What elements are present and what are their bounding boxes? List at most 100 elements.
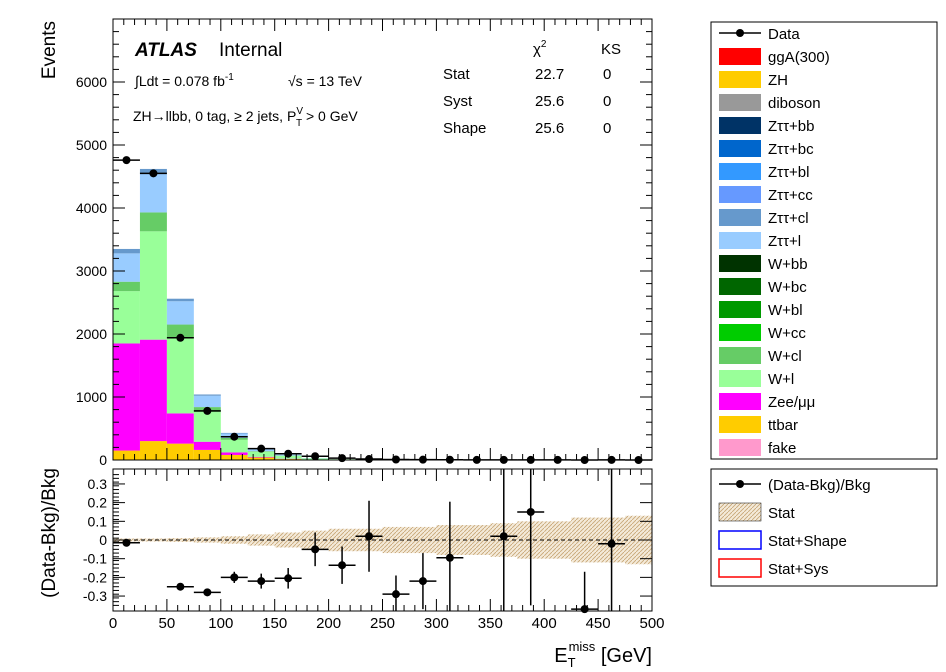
ratio-legend-label: Stat [768,505,796,522]
main-y-tick-label: 2000 [76,326,107,342]
legend-label: Zττ+cl [768,210,809,227]
bar-W+cl [139,212,167,232]
x-tick-label: 0 [109,615,117,632]
ratio-point [338,561,347,570]
stat-row-chi2: 22.7 [535,66,564,83]
main-y-tick-label: 4000 [76,200,107,216]
legend-swatch-W+l [719,370,761,387]
main-y-tick-label: 6000 [76,74,107,90]
ratio-y-axis: -0.3 -0.2 -0.1 0 0.1 0.2 0.3 [83,474,652,606]
bar-ttbar [113,450,140,460]
legend-label: fake [768,440,796,457]
legend-label: diboson [768,95,821,112]
syst-row-label: Syst [443,93,473,110]
main-legend: Data ggA(300) ZH diboson Zττ+bb Zττ+bc Zττ+bl Z… [710,21,938,460]
stats-table: χ2 KS Stat 22.7 0 Syst 25.6 0 Shape 25.6… [443,39,621,137]
sqrt-s-label: √s = 13 TeV [288,73,363,89]
ratio-legend-box-swatch [718,530,762,550]
legend-label: ttbar [768,417,798,434]
x-tick-label: 500 [639,615,664,632]
stacked-bars [113,168,410,460]
ratio-point [365,532,374,541]
legend-label: Data [768,26,800,43]
legend-label: W+cl [768,348,802,365]
legend-swatch-W+cl [719,347,761,364]
ratio-legend-label: Stat+Shape [768,533,847,550]
ratio-point [122,538,131,547]
bar-W+cl [166,324,194,338]
legend-swatch-ttbar [719,416,761,433]
legend-label: Zee/μμ [768,394,815,411]
data-point [311,452,320,461]
legend-swatch-W+cc [719,324,761,341]
data-point [257,444,266,453]
data-point [391,455,400,464]
x-tick-label: 450 [586,615,611,632]
ratio-point [257,577,266,586]
legend-swatch-Zττ+bb [719,117,761,134]
bar-ttbar [247,457,275,460]
ratio-y-tick-label: 0.1 [88,513,108,529]
x-tick-label: 150 [262,615,287,632]
main-y-axis-label: Events [39,21,60,79]
data-point [284,449,293,458]
ratio-point [230,573,239,582]
shape-row-chi2: 25.6 [535,120,564,137]
bar-W+l [247,451,275,457]
region-suffix: > 0 GeV [302,108,358,124]
legend-label: W+bc [768,279,807,296]
lumi-exponent: -1 [225,72,234,83]
bar-W+l [113,291,140,344]
region-sub: T [296,118,302,129]
bar-W+l [139,231,167,340]
main-y-tick-label: 5000 [76,137,107,153]
legend-swatch-fake [719,439,761,456]
shape-row-ks: 0 [603,120,611,137]
chi2-header: χ2 [533,39,547,58]
bar-W+cl [113,281,140,292]
stat-band-bin [139,538,167,542]
main-legend-items: Data ggA(300) ZH diboson Zττ+bb Zττ+bc Zττ+bl Z… [719,26,830,457]
syst-row-chi2: 25.6 [535,93,564,110]
x-tick-label: 50 [159,615,176,632]
legend-label: Zττ+cc [768,187,813,204]
legend-swatch-Zττ+bl [719,163,761,180]
stat-row-ks: 0 [603,66,611,83]
bar-ttbar [139,441,167,460]
main-y-axis: 0 1000 2000 3000 4000 5000 6000 [76,31,652,468]
bar-W+l [166,337,194,414]
ratio-point [445,553,454,562]
ratio-y-tick-label: -0.1 [83,551,107,567]
legend-swatch-W+bl [719,301,761,318]
x-tick-label: 100 [208,615,233,632]
ratio-point [607,539,616,548]
bar-ttbar [166,443,194,460]
ratio-point [176,582,185,591]
main-y-tick-label: 0 [99,452,107,468]
bar-Zττ+l [139,173,167,213]
bar-ttbar [220,454,248,460]
ratio-y-tick-label: -0.2 [83,569,107,585]
ratio-y-tick-label: 0.3 [88,476,108,492]
ratio-legend-label: Stat+Sys [768,561,828,578]
bar-Zee/μμ [193,441,221,450]
legend-label: Zττ+bl [768,164,809,181]
x-axis-label: ETmiss [GeV] [554,639,652,670]
bar-Zee/μμ [247,456,275,458]
legend-label: W+l [768,371,794,388]
bar-Zττ+cl [113,248,140,254]
main-y-tick-label: 1000 [76,389,107,405]
legend-swatch-Zττ+bc [719,140,761,157]
x-tick-label: 300 [424,615,449,632]
legend-swatch-ZH [719,71,761,88]
data-point [365,455,374,464]
ratio-legend-box-swatch [718,558,762,578]
region-text: ZH→llbb, 0 tag, ≥ 2 jets, P [133,108,296,124]
ratio-y-tick-label: -0.3 [83,588,107,604]
ratio-point [284,574,293,583]
legend-label: Zττ+l [768,233,801,250]
region-sup: V [296,106,303,117]
bar-Zee/μμ [220,452,248,455]
lumi-text: ∫Ldt = 0.078 fb [134,73,225,89]
ratio-point [499,532,508,541]
